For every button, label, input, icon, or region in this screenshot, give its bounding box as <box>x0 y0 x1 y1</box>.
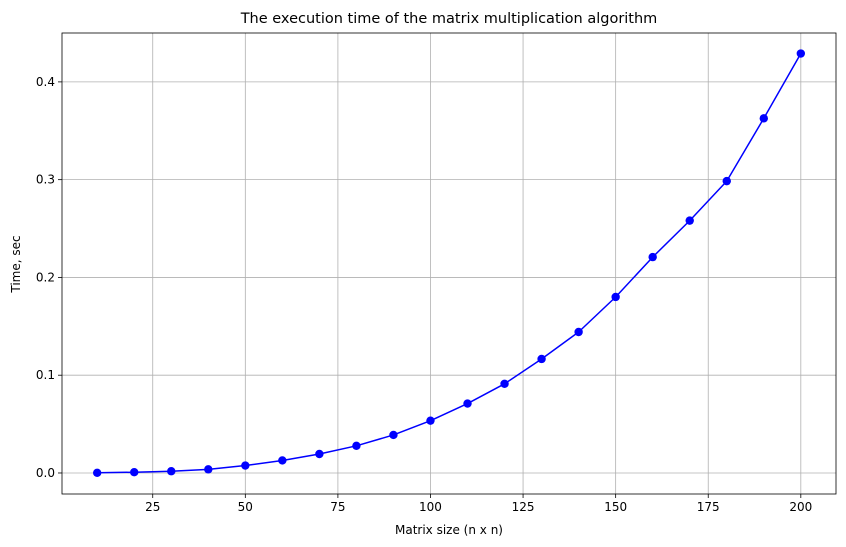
data-point <box>167 467 176 476</box>
data-point <box>648 252 657 262</box>
x-axis-label: Matrix size (n x n) <box>395 523 503 537</box>
data-point <box>315 449 324 459</box>
y-tick-label: 0.1 <box>36 368 55 382</box>
x-tick-label: 100 <box>419 500 442 514</box>
data-point <box>426 416 435 425</box>
y-tick-label: 0.2 <box>36 270 55 284</box>
data-point <box>759 114 768 123</box>
ticks: 25 50 75 100 125 150 175 200 0.0 0.1 0.2 0.3 0.4 <box>36 75 812 514</box>
data-point <box>574 327 583 337</box>
x-tick-label: 200 <box>789 500 812 514</box>
data-point <box>722 176 731 186</box>
series-layer <box>92 49 806 477</box>
y-tick-label: 0.0 <box>36 466 55 480</box>
x-tick-label: 50 <box>238 500 253 514</box>
x-tick-label: 125 <box>512 500 535 514</box>
data-point <box>537 354 546 364</box>
data-point <box>278 456 287 465</box>
y-tick-label: 0.3 <box>36 173 55 187</box>
x-tick-label: 175 <box>697 500 720 514</box>
grid <box>62 33 836 494</box>
data-point <box>204 465 213 474</box>
data-point <box>796 49 806 58</box>
data-point <box>92 468 102 477</box>
chart-title: The execution time of the matrix multipl… <box>240 11 658 27</box>
y-tick-label: 0.4 <box>36 75 55 89</box>
x-tick-label: 75 <box>330 500 345 514</box>
data-point <box>463 399 472 408</box>
y-axis-label: Time, sec <box>9 235 23 293</box>
data-point <box>241 461 250 470</box>
data-point <box>130 467 139 477</box>
data-point <box>389 430 398 440</box>
data-point <box>685 216 694 225</box>
data-point <box>611 292 620 302</box>
plot-frame <box>61 32 837 495</box>
data-point <box>500 379 509 389</box>
series-line <box>97 53 802 474</box>
x-tick-label: 25 <box>145 500 160 514</box>
data-point <box>352 441 361 450</box>
x-tick-label: 150 <box>604 500 627 514</box>
